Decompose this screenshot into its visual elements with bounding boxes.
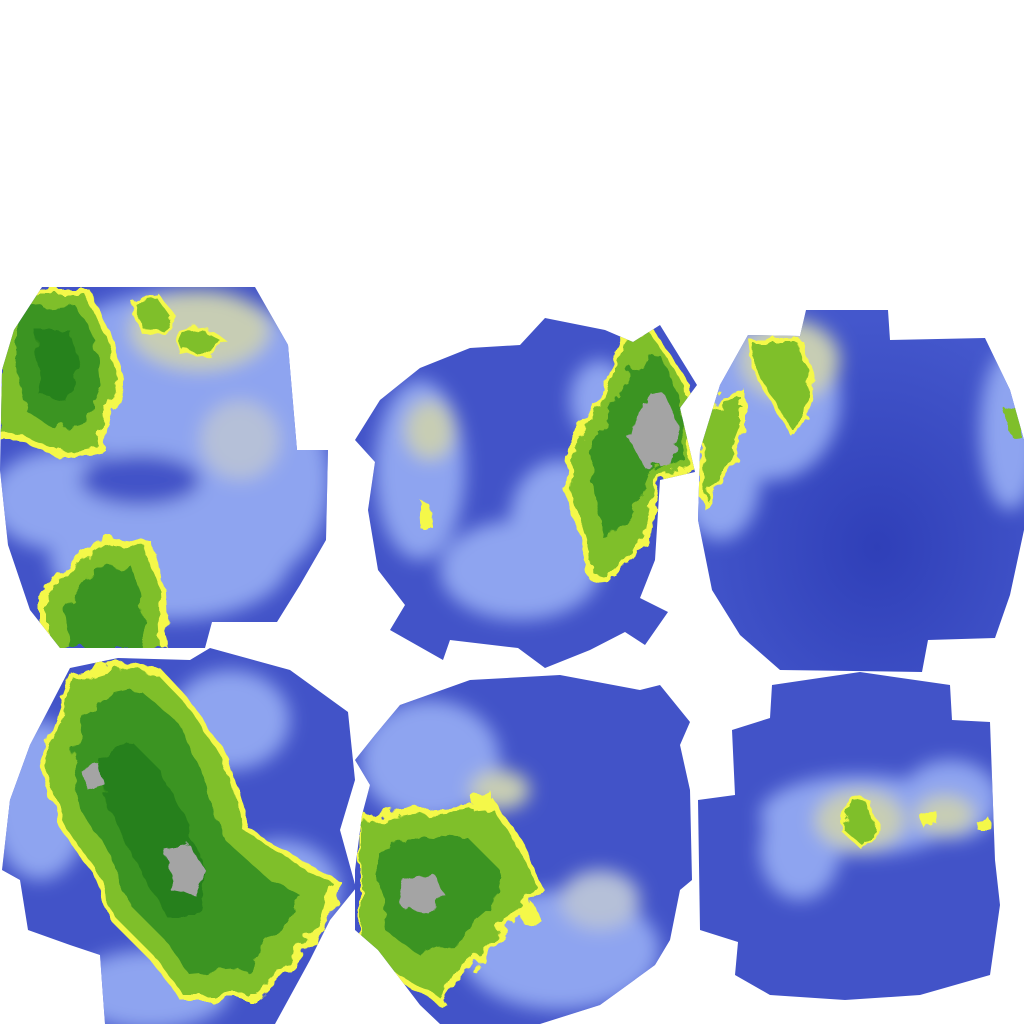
terrain-tile-1 xyxy=(0,287,328,648)
terrain-tile-4 xyxy=(2,648,356,1024)
terrain-tile-6 xyxy=(698,672,1000,1000)
terrain-tile-5 xyxy=(355,675,692,1024)
terrain-tile-3 xyxy=(698,310,1024,672)
terrain-tile-2 xyxy=(355,318,697,668)
